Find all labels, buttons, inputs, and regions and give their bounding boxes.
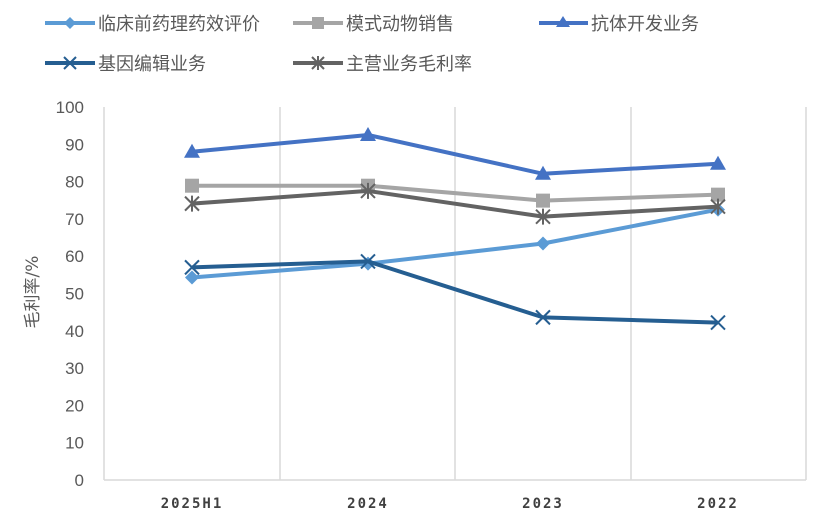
diamond-marker-icon	[185, 270, 199, 285]
square-marker-icon	[536, 193, 550, 208]
legend-label: 基因编辑业务	[98, 54, 206, 75]
asterisk-marker-icon	[184, 195, 200, 212]
series-layer	[184, 126, 726, 331]
triangle-marker-icon	[184, 143, 200, 158]
x-marker-icon	[63, 56, 77, 70]
y-tick-label: 90	[65, 135, 84, 154]
y-tick-label: 30	[65, 359, 84, 378]
y-tick-label: 80	[65, 173, 84, 192]
x-axis: 2025H1 2024 2023 2022	[161, 496, 739, 512]
legend-item-gene-editing: 基因编辑业务	[45, 54, 206, 75]
asterisk-marker-icon	[311, 56, 325, 70]
y-tick-label: 20	[65, 396, 84, 415]
x-marker-icon	[535, 309, 551, 326]
legend-item-antibody: 抗体开发业务	[539, 14, 699, 35]
y-tick-label: 10	[65, 434, 84, 453]
y-axis-label: 毛利率/%	[23, 256, 43, 329]
x-tick-label: 2024	[347, 496, 389, 512]
series-asterisk	[184, 182, 726, 225]
legend-label: 抗体开发业务	[591, 14, 699, 35]
series-square	[185, 178, 725, 208]
square-marker-icon	[312, 17, 324, 29]
legend-item-main-business: 主营业务毛利率	[293, 54, 472, 75]
y-tick-label: 40	[65, 322, 84, 341]
triangle-marker-icon	[556, 16, 570, 27]
y-tick-label: 50	[65, 285, 84, 304]
legend-label: 主营业务毛利率	[346, 54, 472, 75]
legend: 临床前药理药效评价 模式动物销售 抗体开发业务 基因编辑业务 主营业务毛利率	[45, 14, 699, 75]
triangle-marker-icon	[535, 165, 551, 180]
plot-area	[103, 107, 807, 481]
asterisk-marker-icon	[535, 208, 551, 225]
y-tick-label: 100	[56, 98, 84, 117]
legend-label: 临床前药理药效评价	[98, 14, 260, 35]
triangle-marker-icon	[710, 155, 726, 170]
series-x	[184, 253, 726, 331]
legend-item-preclinical: 临床前药理药效评价	[45, 14, 260, 35]
square-marker-icon	[185, 178, 199, 193]
y-tick-label: 0	[75, 471, 84, 490]
x-marker-icon	[710, 314, 726, 331]
x-tick-label: 2023	[522, 496, 564, 512]
diamond-marker-icon	[536, 236, 550, 251]
x-marker-icon	[360, 253, 376, 270]
x-tick-label: 2022	[697, 496, 739, 512]
legend-item-animal-model: 模式动物销售	[293, 14, 454, 35]
x-marker-icon	[184, 259, 200, 276]
x-tick-label: 2025H1	[161, 496, 224, 512]
asterisk-marker-icon	[360, 182, 376, 199]
square-marker-icon	[711, 187, 725, 202]
legend-label: 模式动物销售	[346, 14, 454, 35]
y-tick-label: 70	[65, 210, 84, 229]
series-triangle	[184, 126, 726, 180]
diamond-marker-icon	[64, 17, 76, 29]
asterisk-marker-icon	[710, 198, 726, 215]
y-axis: 0 10 20 30 40 50 60 70 80 90 100	[56, 98, 84, 490]
triangle-marker-icon	[360, 126, 376, 141]
y-tick-label: 60	[65, 247, 84, 266]
